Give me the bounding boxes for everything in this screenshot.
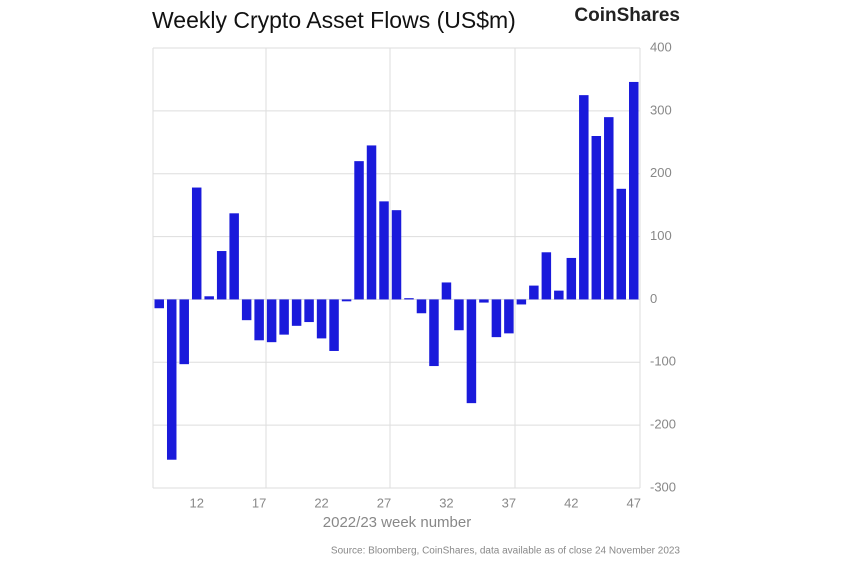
bar: [191, 187, 202, 300]
bar: [254, 299, 264, 341]
bar: [279, 299, 289, 335]
x-tick-label: 12: [189, 495, 203, 510]
x-tick-label: 37: [502, 495, 516, 510]
bar: [454, 299, 464, 331]
bar: [366, 145, 377, 300]
bar: [241, 299, 252, 321]
x-tick-label: 27: [377, 495, 391, 510]
y-tick-label: 100: [650, 228, 672, 243]
bar: [416, 299, 427, 314]
bar: [354, 161, 364, 300]
x-tick-label: 32: [439, 495, 453, 510]
bar: [266, 299, 277, 343]
bar: [491, 299, 502, 338]
y-tick-label: 200: [650, 165, 672, 180]
bar: [179, 299, 189, 365]
y-tick-label: -100: [650, 354, 676, 369]
bar: [429, 299, 439, 367]
bar: [154, 299, 164, 309]
bar: [291, 299, 302, 326]
y-tick-label: 400: [650, 39, 672, 54]
bar: [591, 136, 602, 300]
bar: [466, 299, 477, 404]
x-tick-label: 42: [564, 495, 578, 510]
x-tick-label: 17: [252, 495, 266, 510]
bar: [479, 299, 489, 303]
x-tick-label: 22: [314, 495, 328, 510]
bar: [404, 298, 414, 300]
bar: [504, 299, 514, 334]
bar: [204, 296, 214, 300]
x-axis-label: 2022/23 week number: [323, 514, 471, 531]
bar: [516, 299, 527, 305]
y-tick-label: -300: [650, 479, 676, 494]
bar: [441, 282, 452, 300]
bar: [579, 95, 589, 300]
bar: [379, 201, 389, 300]
y-tick-label: 0: [650, 291, 657, 306]
bar: [629, 81, 639, 300]
brand: CoinShares: [574, 5, 680, 26]
bar: [391, 210, 402, 300]
bar: [604, 117, 614, 300]
source: Source: Bloomberg, CoinShares, data avai…: [331, 546, 681, 557]
y-tick-label: -200: [650, 417, 676, 432]
bar: [329, 299, 339, 351]
bar: [304, 299, 314, 323]
bar: [216, 251, 227, 300]
bar: [229, 213, 239, 300]
bar: [566, 257, 577, 300]
chart-title: Weekly Crypto Asset Flows (US$m): [152, 7, 516, 33]
x-tick-label: 47: [627, 495, 641, 510]
bar: [529, 285, 539, 300]
bar: [341, 299, 352, 302]
bar: [554, 290, 564, 300]
bar: [616, 188, 627, 300]
bar: [316, 299, 327, 339]
y-tick-label: 300: [650, 102, 672, 117]
bar: [541, 252, 552, 300]
bar: [166, 299, 177, 460]
